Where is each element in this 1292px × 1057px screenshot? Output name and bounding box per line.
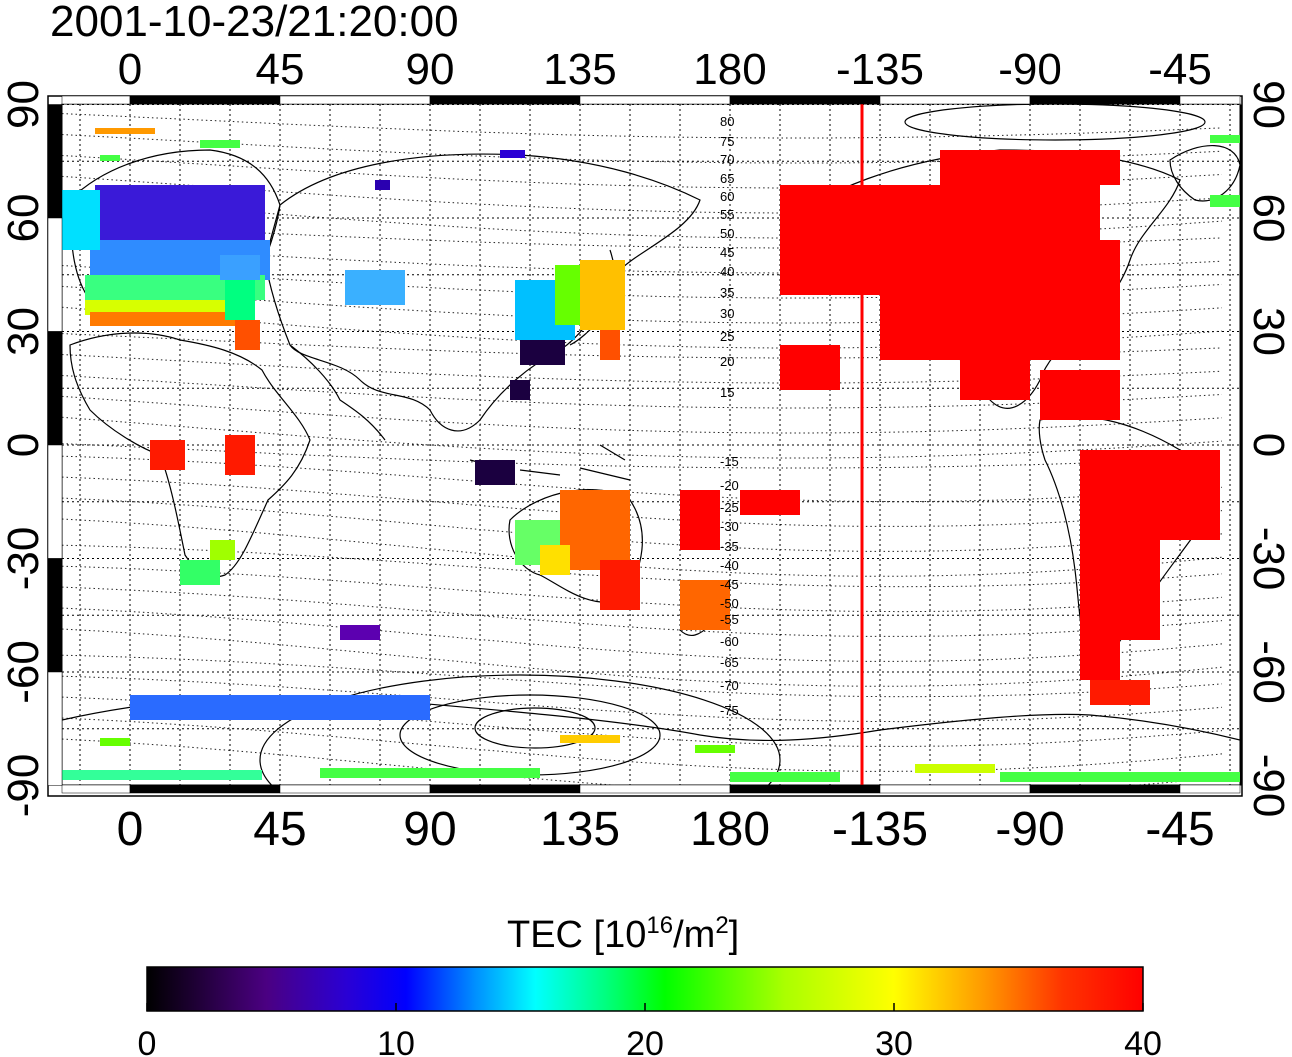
right-lat-label: 60 <box>1244 194 1292 243</box>
contour-label: -20 <box>720 478 739 493</box>
bottom-lon-label: 135 <box>540 803 620 856</box>
colorbar-title: TEC [1016/m2] <box>507 912 739 956</box>
top-lon-label: 180 <box>693 45 766 94</box>
top-lon-label: 0 <box>118 45 142 94</box>
left-latitude-labels: 90 60 30 0 -30 -60 -90 <box>0 80 48 817</box>
contour-label: -65 <box>720 655 739 670</box>
top-lon-label: -90 <box>998 45 1062 94</box>
contour-label: -45 <box>720 577 739 592</box>
contour-label: 45 <box>720 245 734 260</box>
contour-label: 60 <box>720 189 734 204</box>
colorbar-tick-label: 20 <box>626 1025 664 1057</box>
contour-label: 55 <box>720 207 734 222</box>
contour-label: 35 <box>720 285 734 300</box>
bottom-longitude-labels: 0 45 90 135 180 -135 -90 -45 <box>117 803 1215 856</box>
top-lon-label: -45 <box>1148 45 1212 94</box>
contour-label: 25 <box>720 329 734 344</box>
top-lon-label: 45 <box>256 45 305 94</box>
contour-label: 70 <box>720 152 734 167</box>
lat-lon-grid <box>62 104 1240 785</box>
contour-label: -40 <box>720 558 739 573</box>
left-lat-label: -90 <box>0 754 48 818</box>
top-lon-label: 90 <box>406 45 455 94</box>
left-lat-label: 90 <box>0 80 48 129</box>
contour-label: 65 <box>720 171 734 186</box>
contour-label: -15 <box>720 454 739 469</box>
contour-label: 40 <box>720 264 734 279</box>
colorbar-tick-label: 0 <box>138 1025 157 1057</box>
contour-label: 80 <box>720 114 734 129</box>
colorbar-tick-labels: 0 10 20 30 40 <box>138 1003 1162 1057</box>
contour-label: -30 <box>720 519 739 534</box>
frame-graduations <box>47 95 1242 794</box>
contour-label: -50 <box>720 596 739 611</box>
right-lat-label: -30 <box>1244 527 1292 591</box>
contour-label: 75 <box>720 134 734 149</box>
left-lat-label: 30 <box>0 307 48 356</box>
bottom-lon-label: 180 <box>690 803 770 856</box>
colorbar-tick-label: 40 <box>1124 1025 1162 1057</box>
right-latitude-labels: 90 60 30 0 -30 -60 -90 <box>1244 80 1292 817</box>
colorbar-tick-label: 30 <box>875 1025 913 1057</box>
contour-label: 15 <box>720 385 734 400</box>
contour-label: -55 <box>720 612 739 627</box>
timestamp-title: 2001-10-23/21:20:00 <box>50 0 459 46</box>
colorbar-tick-label: 10 <box>377 1025 415 1057</box>
right-lat-label: -60 <box>1244 640 1292 704</box>
contour-label: -60 <box>720 634 739 649</box>
left-lat-label: -30 <box>0 527 48 591</box>
contour-label: 30 <box>720 306 734 321</box>
contour-label: -70 <box>720 678 739 693</box>
contour-label: -25 <box>720 500 739 515</box>
right-lat-label: 30 <box>1244 307 1292 356</box>
bottom-lon-label: -135 <box>832 803 928 856</box>
tec-data-patches <box>62 128 1240 782</box>
bottom-lon-label: 45 <box>253 803 306 856</box>
right-lat-label: 0 <box>1244 433 1292 457</box>
contour-label: -75 <box>720 703 739 718</box>
map-plot-area <box>62 104 1240 785</box>
top-lon-label: -135 <box>836 45 924 94</box>
right-lat-label: -90 <box>1244 754 1292 818</box>
left-lat-label: 60 <box>0 194 48 243</box>
contour-value-labels: 80 75 70 65 60 55 50 45 40 35 30 25 20 15 -15 -20 -25 -30… <box>720 114 739 718</box>
bottom-lon-label: -90 <box>995 803 1064 856</box>
colorbar: TEC [1016/m2] 0 10 20 30 40 <box>138 912 1162 1057</box>
bottom-lon-label: 0 <box>117 803 144 856</box>
contour-label: 20 <box>720 354 734 369</box>
bottom-lon-label: -45 <box>1145 803 1214 856</box>
top-lon-label: 135 <box>543 45 616 94</box>
contour-label: -35 <box>720 539 739 554</box>
left-lat-label: 0 <box>0 433 48 457</box>
contour-label: 50 <box>720 226 734 241</box>
left-lat-label: -60 <box>0 640 48 704</box>
right-lat-label: 90 <box>1244 80 1292 129</box>
bottom-lon-label: 90 <box>403 803 456 856</box>
top-longitude-labels: 0 45 90 135 180 -135 -90 -45 <box>118 45 1212 94</box>
